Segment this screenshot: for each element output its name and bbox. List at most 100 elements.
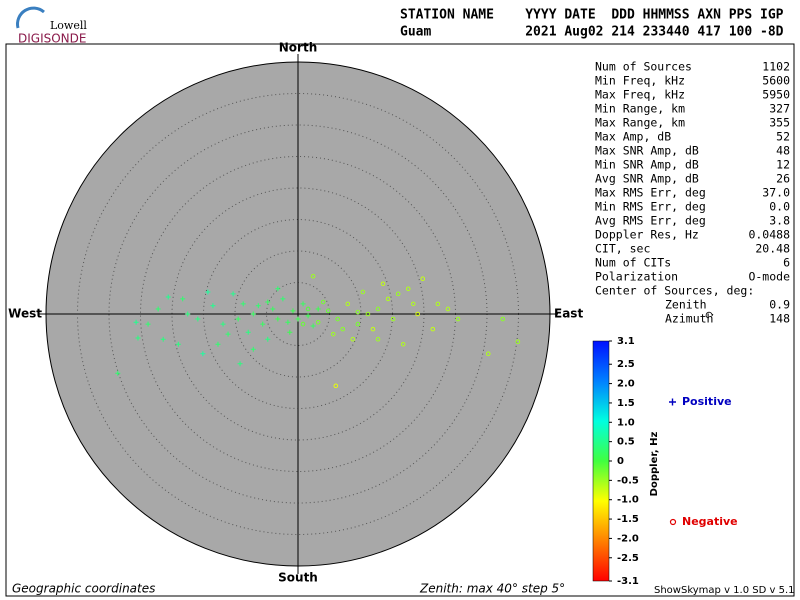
source-negative — [325, 308, 331, 314]
colorbar-tick-label: 2.5 — [617, 359, 635, 370]
center-title: Center of Sources, deg: — [595, 284, 754, 298]
stat-label: Avg RMS Err, deg — [595, 214, 706, 228]
header-columns: STATION NAME YYYY DATE DDD HHMMSS AXN PP… — [400, 8, 784, 23]
center-value: 148 — [769, 312, 790, 326]
source-positive — [133, 319, 139, 325]
colorbar-tick-label: -2.5 — [617, 553, 639, 564]
source-negative — [410, 301, 416, 307]
source-negative — [455, 316, 461, 322]
source-positive — [305, 313, 311, 319]
source-positive — [265, 299, 271, 305]
source-negative — [420, 276, 426, 282]
stat-label: Min Range, km — [595, 102, 685, 116]
colorbar-tick-label: -1.5 — [617, 514, 639, 525]
source-positive — [260, 321, 266, 327]
source-negative — [395, 291, 401, 297]
logo-bottom: DIGISONDE — [18, 32, 86, 46]
source-positive — [180, 296, 186, 302]
colorbar-tick-label: -0.5 — [617, 475, 639, 486]
source-positive — [145, 321, 151, 327]
colorbar-tick-label: 1.5 — [617, 398, 635, 409]
source-negative — [430, 326, 436, 332]
source-positive — [300, 301, 306, 307]
source-negative — [500, 316, 506, 322]
source-positive — [275, 316, 281, 322]
source-positive — [295, 316, 301, 322]
source-positive — [200, 351, 206, 357]
stat-value: 0.0488 — [748, 228, 790, 242]
source-positive — [135, 335, 141, 341]
colorbar-tick-label: -1.0 — [617, 495, 639, 506]
source-negative — [350, 336, 356, 342]
footer-center: Zenith: max 40° step 5° — [419, 582, 565, 596]
source-negative — [360, 289, 366, 295]
colorbar — [592, 340, 610, 582]
source-positive — [215, 341, 221, 347]
source-negative — [300, 321, 306, 327]
stat-label: Avg SNR Amp, dB — [595, 172, 699, 186]
stat-label: Max SNR Amp, dB — [595, 144, 699, 158]
source-negative — [305, 306, 311, 312]
stat-value: 48 — [776, 144, 790, 158]
source-positive — [250, 346, 256, 352]
source-positive — [230, 291, 236, 297]
header-values: Guam 2021 Aug02 214 233440 417 100 -8D — [400, 25, 784, 40]
source-positive — [240, 301, 246, 307]
stat-value: 3.8 — [769, 214, 790, 228]
source-negative — [405, 286, 411, 292]
colorbar-tick-label: -2.0 — [617, 533, 639, 544]
stat-label: Max Freq, kHz — [595, 88, 685, 102]
stat-label: Max RMS Err, deg — [595, 186, 706, 200]
source-positive — [160, 336, 166, 342]
stat-label: Max Range, km — [595, 116, 685, 130]
center-label: Zenith — [665, 298, 707, 312]
colorbar-tick-label: 0.5 — [617, 437, 635, 448]
stat-value: 327 — [769, 102, 790, 116]
stat-label: CIT, sec — [595, 242, 650, 256]
stat-value: 355 — [769, 116, 790, 130]
colorbar-title: Doppler, Hz — [649, 432, 660, 497]
stat-value: 5600 — [762, 74, 790, 88]
logo-top: Lowell — [50, 19, 87, 32]
source-positive — [315, 306, 321, 312]
source-negative — [330, 331, 336, 337]
source-negative — [390, 316, 396, 322]
colorbar-tick-label: 0 — [617, 456, 624, 467]
source-negative — [380, 281, 386, 287]
source-positive — [155, 306, 161, 312]
west-label: West — [8, 307, 42, 321]
source-positive — [205, 289, 211, 295]
source-negative — [365, 311, 371, 317]
source-negative — [335, 316, 340, 322]
source-negative — [515, 339, 521, 345]
source-negative — [340, 326, 346, 332]
south-label: South — [278, 571, 318, 585]
north-label: North — [279, 41, 317, 55]
source-positive — [265, 336, 271, 342]
source-negative — [315, 319, 321, 325]
source-negative — [345, 301, 351, 307]
center-value: 0.9 — [769, 298, 790, 312]
source-negative — [435, 301, 441, 307]
source-negative — [445, 306, 451, 312]
source-positive — [237, 361, 243, 367]
stat-value: 37.0 — [762, 186, 790, 200]
footer-left: Geographic coordinates — [12, 582, 155, 596]
stat-label: Polarization — [595, 270, 678, 284]
source-positive — [165, 294, 171, 300]
stat-value: 26 — [776, 172, 790, 186]
source-negative — [385, 296, 391, 302]
source-positive — [210, 303, 216, 309]
center-label: Azimuth — [665, 312, 713, 326]
legend-label: Negative — [682, 515, 738, 528]
source-positive — [195, 316, 201, 322]
source-negative — [370, 326, 376, 332]
azimuth-arrow — [705, 311, 714, 319]
source-positive — [280, 296, 286, 302]
stat-label: Min Freq, kHz — [595, 74, 685, 88]
legend-marker — [669, 398, 676, 406]
stat-label: Num of Sources — [595, 60, 692, 74]
stat-value: 12 — [776, 158, 790, 172]
source-negative — [320, 299, 326, 305]
source-negative — [310, 273, 316, 279]
